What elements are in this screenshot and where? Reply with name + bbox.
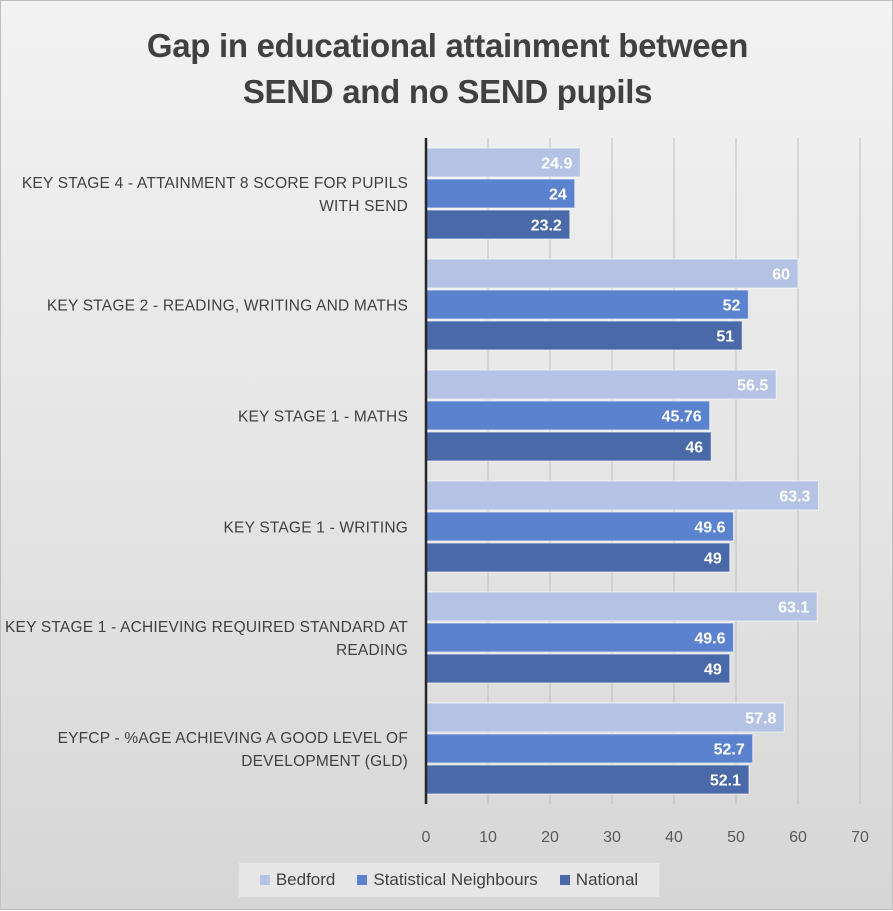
data-label-bedford-1: 60 xyxy=(772,267,790,284)
data-label-national-5: 52.1 xyxy=(710,773,741,790)
data-label-statistical-neighbours-3: 49.6 xyxy=(694,520,725,537)
bar-statistical-neighbours-5 xyxy=(425,733,754,764)
data-label-bedford-2: 56.5 xyxy=(737,378,768,395)
x-tick-label-0: 0 xyxy=(422,829,431,846)
bar-national-4 xyxy=(425,653,731,684)
category-label-2-line-0: KEY STAGE 1 - MATHS xyxy=(238,409,408,426)
data-label-statistical-neighbours-4: 49.6 xyxy=(694,631,725,648)
bar-bedford-4 xyxy=(425,591,818,622)
bar-statistical-neighbours-2 xyxy=(425,400,711,431)
bar-national-3 xyxy=(425,542,731,573)
category-label-0-line-0: KEY STAGE 4 - ATTAINMENT 8 SCORE FOR PUP… xyxy=(22,175,408,192)
chart-title-line-2: SEND and no SEND pupils xyxy=(242,73,653,110)
x-tick-label-20: 20 xyxy=(541,829,559,846)
bar-national-1 xyxy=(425,320,743,351)
legend-swatch-bedford xyxy=(259,875,270,885)
legend-item-statistical-neighbours: Statistical Neighbours xyxy=(357,870,538,890)
data-label-bedford-0: 24.9 xyxy=(541,156,572,173)
category-label-5-line-1: DEVELOPMENT (GLD) xyxy=(241,753,408,770)
bar-statistical-neighbours-4 xyxy=(425,622,735,653)
legend-label-bedford: Bedford xyxy=(275,870,336,889)
bar-statistical-neighbours-0 xyxy=(425,178,576,209)
bar-national-5 xyxy=(425,764,750,795)
bar-bedford-3 xyxy=(425,480,820,511)
data-label-statistical-neighbours-1: 52 xyxy=(723,298,741,315)
x-tick-label-50: 50 xyxy=(727,829,745,846)
bar-statistical-neighbours-1 xyxy=(425,289,749,320)
data-label-national-2: 46 xyxy=(685,440,703,457)
category-label-3-line-0: KEY STAGE 1 - WRITING xyxy=(224,520,409,537)
data-label-statistical-neighbours-0: 24 xyxy=(549,187,567,204)
bar-bedford-1 xyxy=(425,258,799,289)
data-label-national-3: 49 xyxy=(704,551,722,568)
data-label-bedford-5: 57.8 xyxy=(745,711,776,728)
legend-item-bedford: Bedford xyxy=(259,870,336,890)
x-tick-label-40: 40 xyxy=(665,829,683,846)
chart-title-line-1: Gap in educational attainment between xyxy=(146,27,749,64)
x-tick-label-30: 30 xyxy=(603,829,621,846)
category-label-5-line-0: EYFCP - %AGE ACHIEVING A GOOD LEVEL OF xyxy=(58,730,408,747)
chart-title: Gap in educational attainment between SE… xyxy=(1,23,893,115)
data-label-statistical-neighbours-5: 52.7 xyxy=(714,742,745,759)
category-label-4-line-1: READING xyxy=(336,642,408,659)
data-label-bedford-4: 63.1 xyxy=(778,600,809,617)
legend-item-national: National xyxy=(559,870,639,890)
category-label-4-line-0: KEY STAGE 1 - ACHIEVING REQUIRED STANDAR… xyxy=(5,619,408,636)
legend-label-national: National xyxy=(575,870,639,889)
x-tick-label-10: 10 xyxy=(479,829,497,846)
x-tick-label-70: 70 xyxy=(851,829,869,846)
bar-statistical-neighbours-3 xyxy=(425,511,735,542)
data-label-national-4: 49 xyxy=(704,662,722,679)
data-label-national-1: 51 xyxy=(716,329,734,346)
data-label-statistical-neighbours-2: 45.76 xyxy=(662,409,702,426)
legend-swatch-statistical-neighbours xyxy=(357,875,368,885)
legend-label-statistical-neighbours: Statistical Neighbours xyxy=(373,870,538,889)
legend: Bedford Statistical Neighbours National xyxy=(238,862,660,898)
bar-bedford-0 xyxy=(425,147,581,178)
bar-national-2 xyxy=(425,431,712,462)
data-label-bedford-3: 63.3 xyxy=(779,489,810,506)
data-label-national-0: 23.2 xyxy=(531,218,562,235)
category-label-0-line-1: WITH SEND xyxy=(319,198,408,215)
bar-bedford-5 xyxy=(425,702,785,733)
bar-bedford-2 xyxy=(425,369,777,400)
x-tick-label-60: 60 xyxy=(789,829,807,846)
category-label-1-line-0: KEY STAGE 2 - READING, WRITING AND MATHS xyxy=(47,298,408,315)
legend-swatch-national xyxy=(559,875,570,885)
